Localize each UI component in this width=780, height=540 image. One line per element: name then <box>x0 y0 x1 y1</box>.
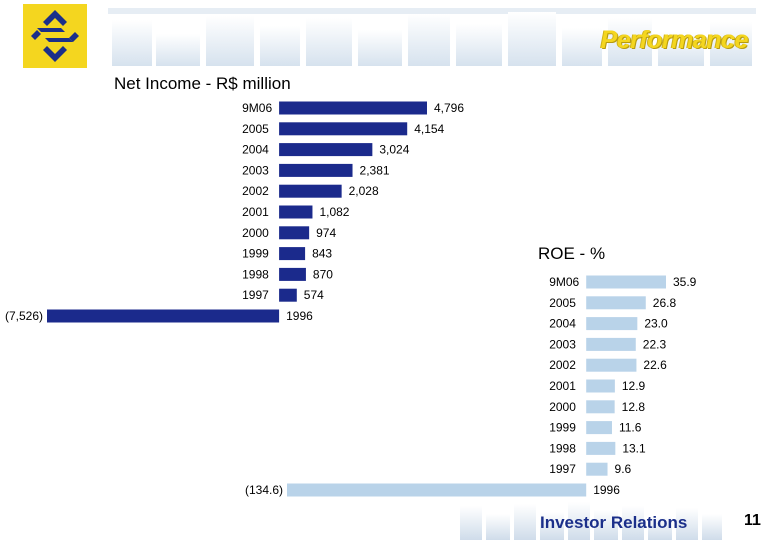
net-income-bar <box>279 267 306 281</box>
net-income-category-label: 1999 <box>242 247 269 261</box>
roe-bar <box>586 358 637 372</box>
roe-value-label: 13.1 <box>622 441 646 455</box>
roe-category-label: 1997 <box>549 462 576 476</box>
footer-decoration <box>460 502 722 540</box>
roe-bar <box>586 421 612 435</box>
net-income-bar <box>279 247 306 261</box>
roe-value-label: 9.6 <box>615 462 632 476</box>
net-income-category-label: 2002 <box>242 184 269 198</box>
net-income-category-label: 1998 <box>242 267 269 281</box>
net-income-bar <box>279 226 310 240</box>
net-income-category-label: 9M06 <box>242 101 272 115</box>
page-number: 11 <box>744 512 761 529</box>
net-income-bar <box>279 101 427 115</box>
roe-bar <box>586 379 615 393</box>
roe-value-label: 23.0 <box>644 317 668 331</box>
header-decoration <box>108 8 756 66</box>
roe-category-label: 2005 <box>549 296 576 310</box>
roe-bar <box>586 462 608 476</box>
net-income-bar <box>279 143 373 157</box>
net-income-category-label: 2000 <box>242 226 269 240</box>
roe-value-label: 22.6 <box>643 358 667 372</box>
roe-value-label: 22.3 <box>643 337 667 351</box>
net-income-category-label: 1996 <box>286 309 313 323</box>
banco-do-brasil-logo <box>23 4 87 68</box>
net-income-category-label: 2005 <box>242 122 269 136</box>
roe-value-label: (134.6) <box>245 483 283 497</box>
roe-value-label: 11.6 <box>619 421 642 435</box>
net-income-value-label: 2,381 <box>360 163 390 177</box>
roe-chart-title: ROE - % <box>538 244 606 263</box>
roe-bar <box>586 400 615 414</box>
net-income-bar <box>279 288 297 302</box>
net-income-category-label: 2004 <box>242 143 269 157</box>
net-income-bar <box>47 309 280 323</box>
footer-section-label: Investor Relations <box>540 513 688 532</box>
roe-category-label: 1999 <box>549 421 576 435</box>
roe-category-label: 9M06 <box>549 275 579 289</box>
roe-value-label: 12.9 <box>622 379 646 393</box>
net-income-value-label: 1,082 <box>319 205 349 219</box>
roe-category-label: 1998 <box>549 441 576 455</box>
roe-category-label: 2004 <box>549 317 576 331</box>
net-income-chart-title: Net Income - R$ million <box>114 74 291 93</box>
net-income-value-label: 870 <box>313 267 333 281</box>
roe-bar <box>586 337 636 351</box>
roe-category-label: 1996 <box>593 483 620 497</box>
net-income-value-label: (7,526) <box>5 309 43 323</box>
roe-category-label: 2001 <box>549 379 576 393</box>
net-income-value-label: 4,796 <box>434 101 464 115</box>
roe-value-label: 35.9 <box>673 275 697 289</box>
net-income-value-label: 4,154 <box>414 122 444 136</box>
net-income-value-label: 3,024 <box>379 143 409 157</box>
roe-bar <box>586 317 638 331</box>
net-income-value-label: 2,028 <box>349 184 379 198</box>
roe-bar <box>287 483 587 497</box>
roe-value-label: 26.8 <box>653 296 677 310</box>
roe-bar <box>586 275 666 289</box>
roe-category-label: 2000 <box>549 400 576 414</box>
roe-category-label: 2002 <box>549 358 576 372</box>
net-income-bar <box>279 184 342 198</box>
net-income-bar <box>279 163 353 177</box>
net-income-value-label: 974 <box>316 226 336 240</box>
net-income-category-label: 1997 <box>242 288 269 302</box>
net-income-value-label: 843 <box>312 247 332 261</box>
net-income-bar <box>279 122 408 136</box>
roe-bar <box>586 296 646 310</box>
roe-value-label: 12.8 <box>622 400 646 414</box>
net-income-bar <box>279 205 313 219</box>
page-title: Performance <box>600 26 749 54</box>
net-income-value-label: 574 <box>304 288 324 302</box>
net-income-category-label: 2003 <box>242 163 269 177</box>
roe-bar <box>586 441 616 455</box>
roe-category-label: 2003 <box>549 337 576 351</box>
net-income-category-label: 2001 <box>242 205 269 219</box>
